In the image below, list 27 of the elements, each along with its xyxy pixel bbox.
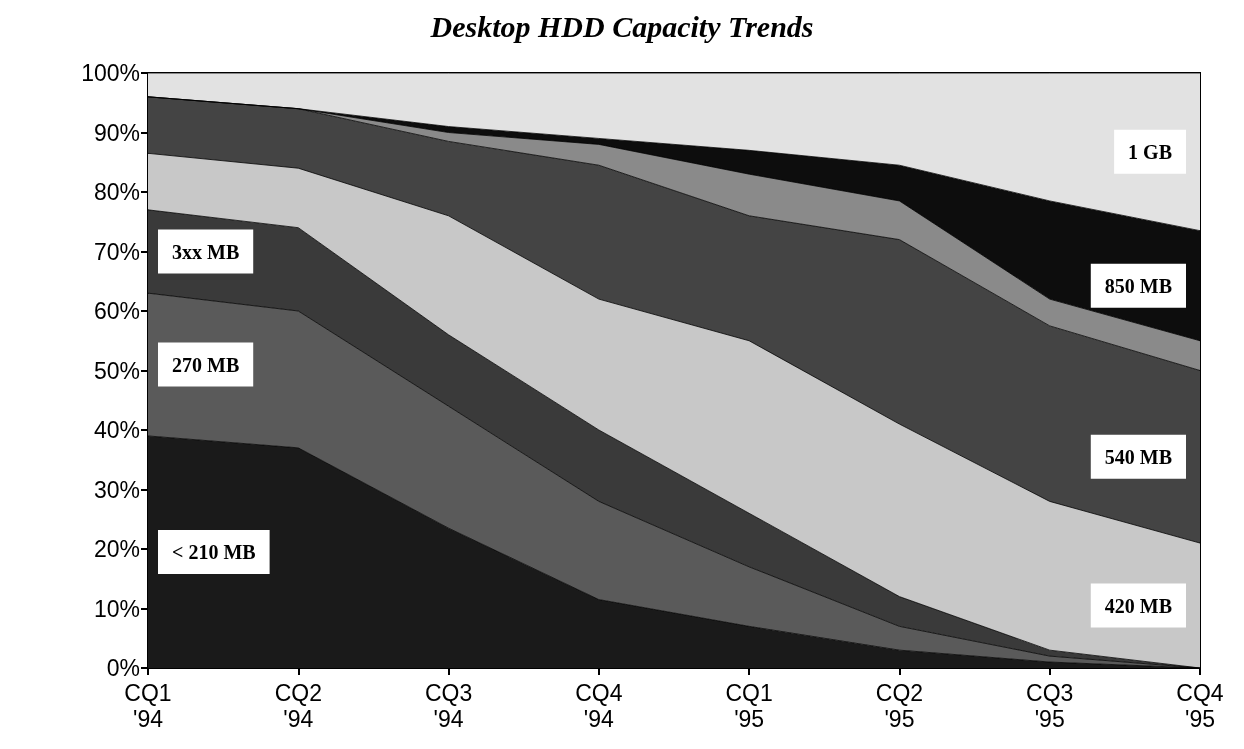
series-label: 270 MB: [172, 353, 240, 376]
y-tick-label: 30%: [93, 476, 140, 503]
y-tick-label: 10%: [93, 595, 140, 622]
y-tick-label: 20%: [93, 536, 140, 562]
y-tick-label: 40%: [93, 417, 140, 443]
x-tick-label: CQ4 '95: [1176, 680, 1224, 732]
x-tick-label: CQ3 '95: [1026, 680, 1074, 732]
y-tick-label: 50%: [93, 357, 140, 384]
x-tick-label: CQ2 '95: [875, 680, 924, 732]
y-tick-label: 0%: [106, 655, 140, 681]
x-tick-label: CQ1 '95: [725, 680, 773, 732]
y-tick-label: 70%: [93, 238, 140, 265]
y-tick-label: 90%: [93, 119, 140, 146]
series-label: 3xx MB: [172, 240, 240, 263]
y-tick-label: 80%: [93, 179, 140, 205]
series-label: 1 GB: [1128, 140, 1172, 163]
series-label: 850 MB: [1104, 274, 1172, 297]
x-tick-label: CQ3 '94: [424, 680, 473, 732]
x-tick-label: CQ2 '94: [274, 680, 322, 732]
series-label: 540 MB: [1104, 445, 1172, 468]
x-tick-label: CQ1 '94: [124, 680, 172, 732]
series-label: < 210 MB: [172, 540, 256, 563]
series-label: 420 MB: [1104, 594, 1172, 617]
y-tick-label: 60%: [93, 298, 140, 324]
x-tick-label: CQ4 '94: [575, 680, 623, 732]
chart-title: Desktop HDD Capacity Trends: [429, 9, 814, 43]
y-tick-label: 100%: [81, 60, 140, 86]
